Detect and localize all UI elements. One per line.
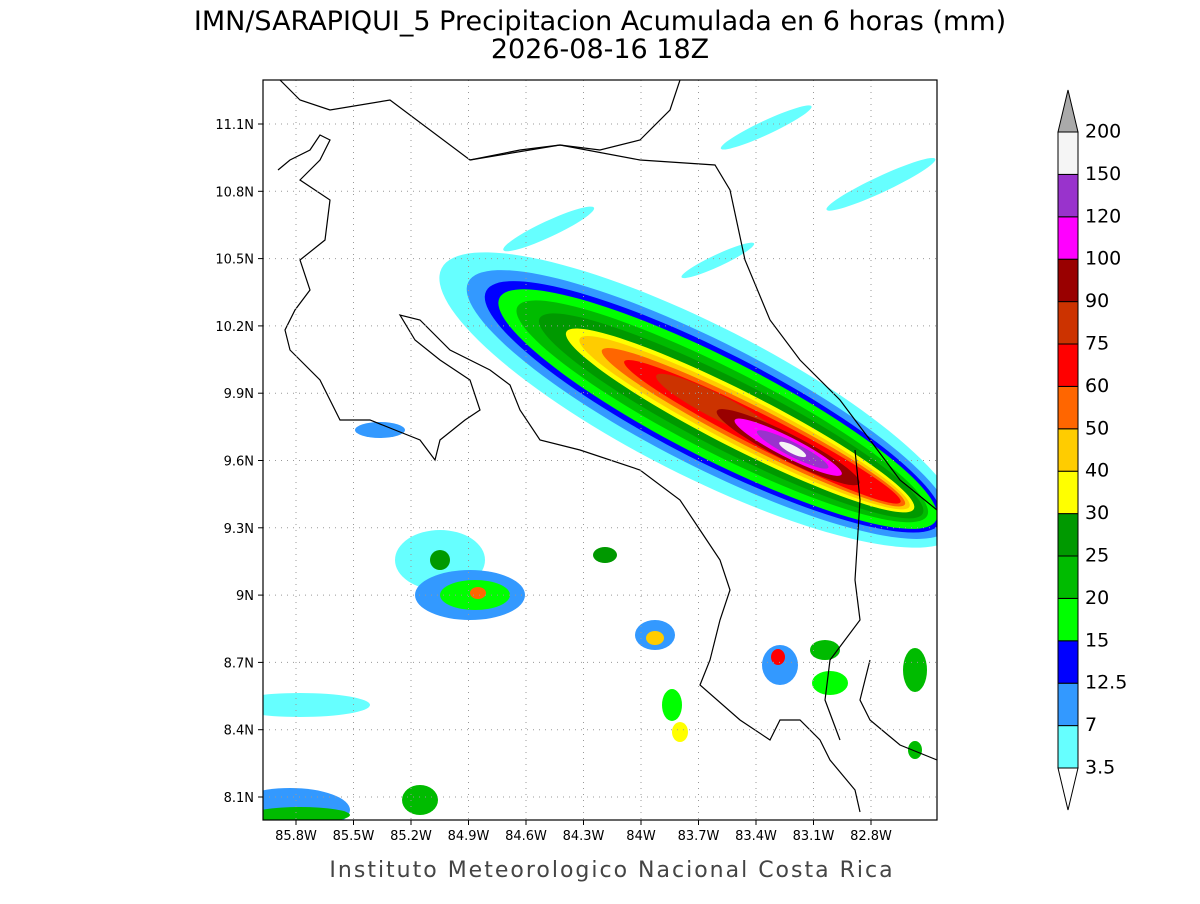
lat-tick-label: 8.7N [224, 656, 254, 671]
colorbar-label: 40 [1085, 460, 1109, 482]
colorbar-label: 3.5 [1085, 757, 1115, 779]
lon-tick-label: 84W [626, 829, 656, 844]
precip-field [263, 105, 937, 820]
colorbar-label: 200 [1085, 121, 1121, 143]
colorbar-band [1057, 301, 1079, 345]
colorbar-band [1057, 725, 1079, 769]
colorbar-band [1057, 216, 1079, 260]
lat-tick-label: 11.1N [215, 118, 254, 133]
lat-tick-label: 10.5N [215, 253, 254, 268]
lat-tick-label: 9.9N [224, 387, 254, 402]
colorbar-label: 150 [1085, 163, 1121, 185]
colorbar-under [1057, 767, 1079, 811]
lat-tick-label: 9N [236, 589, 254, 604]
graticule: 85.8W 85.5W 85.2W 84.9W 84.6W 84.3W 84W 83.7W 83… [215, 80, 937, 844]
colorbar-label: 50 [1085, 417, 1109, 439]
lat-tick-label: 10.8N [215, 185, 254, 200]
coastlines [277, 80, 937, 813]
lon-tick-label: 83.1W [793, 829, 835, 844]
colorbar-label: 15 [1085, 629, 1109, 651]
lat-tick-label: 9.3N [224, 522, 254, 537]
footer: Instituto Meteorologico Nacional Costa R… [329, 858, 894, 883]
colorbar-band [1057, 470, 1079, 515]
colorbar-band [1057, 597, 1079, 642]
lat-tick-label: 10.2N [215, 320, 254, 335]
colorbar-label: 120 [1085, 205, 1121, 227]
colorbar-band [1057, 682, 1079, 727]
lon-tick-label: 85.5W [333, 829, 375, 844]
colorbar-label: 30 [1085, 502, 1109, 524]
colorbar-label: 7 [1085, 714, 1097, 736]
colorbar-label: 20 [1085, 587, 1109, 609]
colorbar-label: 25 [1085, 545, 1109, 567]
lat-tick-label: 9.6N [224, 455, 254, 470]
colorbar-band [1057, 428, 1079, 472]
colorbar-band [1057, 555, 1079, 599]
colorbar-label: 12.5 [1085, 672, 1127, 694]
colorbar-band [1057, 385, 1079, 430]
lon-tick-label: 83.7W [678, 829, 720, 844]
colorbar-band [1057, 173, 1079, 218]
lon-tick-label: 84.9W [448, 829, 490, 844]
colorbar-band [1057, 640, 1079, 684]
lon-tick-label: 83.4W [735, 829, 777, 844]
lon-tick-label: 85.8W [275, 829, 317, 844]
lon-tick-label: 84.3W [563, 829, 605, 844]
subtitle: 2026-08-16 18Z [491, 34, 709, 65]
colorbar-band [1057, 513, 1079, 557]
colorbar-band [1057, 131, 1079, 175]
colorbar-band [1057, 258, 1079, 303]
lon-tick-label: 82.8W [850, 829, 892, 844]
colorbar-band [1057, 343, 1079, 387]
colorbar-over [1057, 89, 1079, 133]
colorbar-label: 90 [1085, 290, 1109, 312]
title: IMN/SARAPIQUI_5 Precipitacion Acumulada … [194, 6, 1006, 37]
colorbar-label: 60 [1085, 375, 1109, 397]
lon-tick-label: 85.2W [390, 829, 432, 844]
lat-tick-label: 8.1N [224, 791, 254, 806]
colorbar-label: 75 [1085, 333, 1109, 355]
colorbar: 3.5 7 12.5 15 20 25 30 40 50 60 75 90 100 120 150 200 [1057, 89, 1127, 811]
plot-frame [262, 79, 938, 821]
colorbar-label: 100 [1085, 248, 1121, 270]
lon-tick-label: 84.6W [505, 829, 547, 844]
lat-tick-label: 8.4N [224, 724, 254, 739]
